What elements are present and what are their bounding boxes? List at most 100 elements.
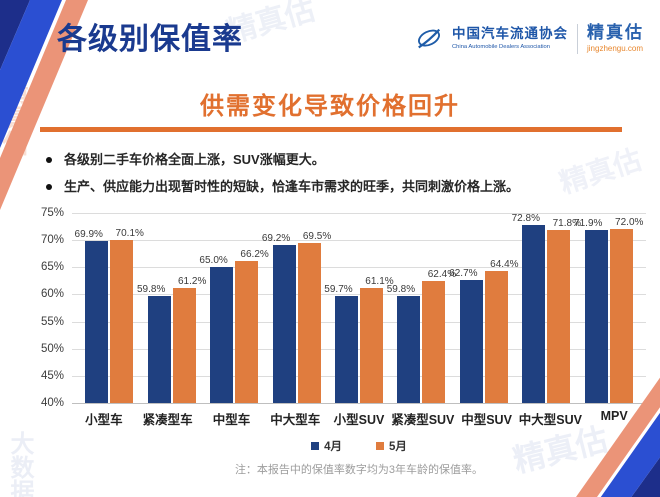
chart-note: 注：本报告中的保值率数字均为3年车龄的保值率。 — [234, 464, 484, 476]
brand-name: 精真估 — [587, 23, 644, 43]
bar-group: 59.7% 61.1% — [324, 213, 394, 403]
bar-wrapper: 72.0% — [609, 217, 643, 403]
bar-value-label: 65.0% — [199, 255, 228, 267]
bar-wrapper: 70.1% — [110, 228, 144, 403]
x-axis-label: MPV — [600, 409, 628, 423]
bar-group: 72.8% 71.8% — [512, 213, 581, 403]
x-axis-label: 中型车 — [212, 413, 251, 427]
bar-5月 — [172, 287, 196, 403]
x-axis-label: 紧凑型车 — [142, 413, 193, 427]
bar-wrapper: 69.2% — [262, 233, 296, 403]
bar-value-label: 61.2% — [177, 275, 207, 287]
gridline — [72, 321, 646, 323]
bar-4月 — [459, 279, 483, 403]
bar-value-label: 59.8% — [386, 283, 416, 295]
bullet-item: 生产、供应能力出现暂时性的短缺，恰逢车市需求的旺季，共同刺激价格上涨。 — [42, 173, 632, 200]
bar-value-label: 62.7% — [449, 267, 478, 279]
y-axis-label: 60% — [40, 288, 64, 301]
bar-wrapper: 62.7% — [449, 268, 483, 403]
bullet-list: 各级别二手车价格全面上涨，SUV涨幅更大。 生产、供应能力出现暂时性的短缺，恰逢… — [42, 146, 632, 200]
bar-value-label: 59.8% — [136, 283, 166, 295]
association-name-en: China Automobile Dealers Association — [452, 44, 550, 51]
logo-divider — [577, 24, 578, 54]
bar-value-label: 59.7% — [324, 284, 353, 296]
bar-chart: 75% 70% 65% 60% 55% 50% 45% 40% 69.9% 70.1% 59.8%… — [30, 207, 646, 477]
x-axis-label: 小型车 — [85, 413, 123, 427]
bar-value-label: 64.4% — [490, 258, 519, 270]
bar-value-label: 69.9% — [74, 228, 103, 240]
orange-divider — [40, 127, 622, 132]
bar-4月 — [584, 229, 608, 403]
bar-value-label: 72.8% — [511, 212, 540, 224]
association-name: 中国汽车流通协会 China Automobile Dealers Associ… — [452, 26, 568, 51]
brand-logo: 精真估 jingzhengu.com — [587, 24, 644, 53]
bar-value-label: 69.2% — [261, 232, 291, 244]
x-axis-label: 中型SUV — [461, 413, 512, 427]
brand-site: jingzhengu.com — [587, 43, 644, 53]
y-axis-label: 40% — [40, 397, 64, 409]
bar-4月 — [334, 296, 358, 403]
bar-wrapper: 64.4% — [484, 259, 519, 403]
x-axis-label: 中大型SUV — [518, 413, 582, 427]
legend-swatch — [376, 442, 384, 450]
bar-wrapper: 59.7% — [324, 284, 358, 403]
bar-groups: 69.9% 70.1% 59.8% 61.2% 65.0% 66.2% 69.2% 69.5%… — [75, 213, 643, 403]
bar-wrapper: 65.0% — [199, 255, 234, 403]
bar-wrapper: 62.4% — [422, 269, 456, 403]
bar-wrapper: 61.1% — [359, 276, 394, 403]
bar-4月 — [272, 244, 296, 403]
bar-wrapper: 69.5% — [297, 231, 331, 403]
legend-item: 4月 — [311, 438, 342, 454]
bar-group: 59.8% 61.2% — [137, 213, 206, 403]
y-axis-label: 45% — [40, 369, 64, 382]
bar-wrapper: 72.8% — [512, 213, 546, 403]
bar-5月 — [235, 260, 259, 403]
bar-5月 — [422, 281, 446, 403]
bar-4月 — [522, 224, 546, 403]
legend-swatch — [311, 442, 320, 450]
bar-wrapper: 59.8% — [137, 284, 171, 403]
bar-value-label: 61.1% — [365, 276, 394, 288]
y-axis: 75% 70% 65% 60% 55% 50% 45% 40% — [30, 207, 72, 409]
gridline — [72, 240, 646, 242]
bar-5月 — [110, 239, 134, 403]
legend-label: 4月 — [324, 441, 342, 453]
bar-4月 — [210, 267, 234, 403]
gridline — [72, 267, 646, 269]
bar-5月 — [484, 270, 508, 403]
x-axis-label: 紧凑型SUV — [391, 413, 455, 427]
bar-group: 69.9% 70.1% — [75, 213, 144, 403]
bar-wrapper: 66.2% — [235, 249, 269, 403]
bar-5月 — [609, 229, 633, 403]
legend-label: 5月 — [389, 441, 407, 453]
legend-item: 5月 — [376, 438, 407, 454]
y-axis-label: 50% — [40, 342, 64, 355]
bar-wrapper: 69.9% — [75, 229, 109, 403]
bar-value-label: 72.0% — [615, 217, 644, 229]
y-axis-label: 75% — [40, 207, 64, 219]
x-axis: 小型车 紧凑型车 中型车 中大型车 小型SUV 紧凑型SUV 中型SUV 中大型SUV MPV — [72, 409, 646, 428]
bar-value-label: 66.2% — [240, 248, 269, 260]
gridline — [72, 348, 646, 350]
page-title: 各级别保值率 — [57, 23, 243, 56]
cada-emblem-icon — [415, 26, 443, 52]
gridline — [72, 213, 646, 214]
y-axis-label: 70% — [40, 234, 64, 247]
gridline — [72, 375, 646, 377]
bar-5月 — [297, 242, 321, 403]
bar-group: 69.2% 69.5% — [262, 213, 331, 403]
logo-group: 中国汽车流通协会 China Automobile Dealers Associ… — [415, 24, 644, 54]
bar-5月 — [359, 288, 383, 403]
bar-5月 — [547, 230, 571, 403]
bar-group: 62.7% 64.4% — [449, 213, 519, 403]
bar-group: 59.8% 62.4% — [386, 213, 456, 403]
bar-value-label: 62.4% — [427, 269, 457, 281]
bullet-item: 各级别二手车价格全面上涨，SUV涨幅更大。 — [42, 146, 632, 173]
association-name-cn: 中国汽车流通协会 — [452, 26, 568, 42]
bar-value-label: 70.1% — [115, 227, 144, 239]
chart-subtitle: 供需变化导致价格回升 — [200, 93, 460, 120]
bar-value-label: 69.5% — [302, 230, 332, 242]
bar-wrapper: 71.8% — [547, 218, 581, 403]
y-axis-label: 65% — [40, 261, 64, 274]
